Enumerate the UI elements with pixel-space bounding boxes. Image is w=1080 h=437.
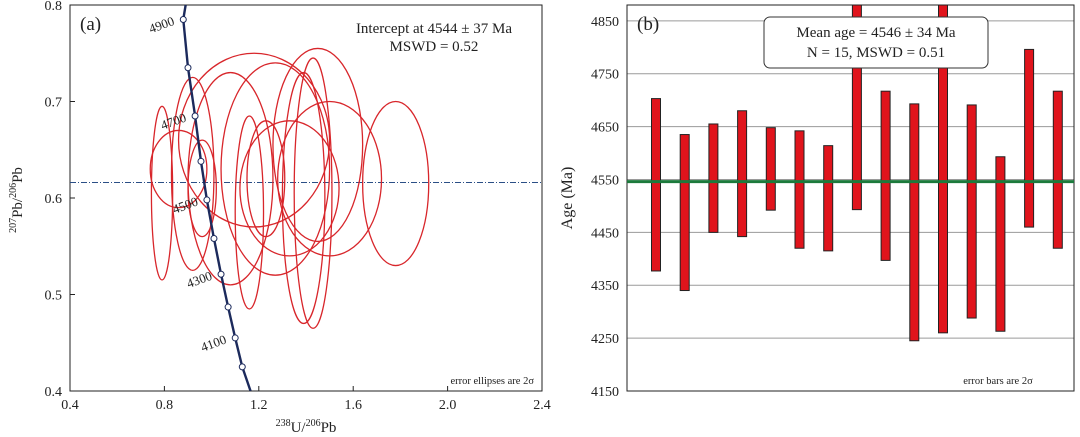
y-tick-label: 0.6 <box>45 192 63 207</box>
y-tick-label: 4650 <box>591 121 619 136</box>
y-tick-label: 4350 <box>591 279 619 294</box>
ellipses-group <box>149 47 430 329</box>
x-tick-label: 1.2 <box>250 398 268 413</box>
x-tick-label: 0.4 <box>61 398 79 413</box>
mean-age-annotation: Mean age = 4546 ± 34 Ma <box>796 25 955 41</box>
x-tick-label: 2.0 <box>439 398 457 413</box>
y-tick-label: 0.4 <box>45 385 63 400</box>
age-error-bar <box>765 127 776 211</box>
x-tick-label: 1.6 <box>344 398 362 413</box>
error-ellipse <box>177 52 331 228</box>
concordia-age-label: 4100 <box>199 332 229 355</box>
plot-area-a <box>69 4 543 392</box>
panel-a: 0.4 0.8 1.2 1.6 2.0 2.40.40.50.60.70.8 490047… <box>8 0 551 436</box>
y-tick-label: 4250 <box>591 332 619 347</box>
concordia-node <box>224 303 232 311</box>
error-note-b: error bars are 2σ <box>963 376 1033 387</box>
y-tick-label: 0.5 <box>45 289 63 304</box>
error-ellipse <box>220 62 331 276</box>
x-axis-label-a: 238U/206Pb <box>276 418 337 436</box>
panel-b: 4150 4250 4350 4450 4550 4650 4750 4850 (b) Mea… <box>559 4 1075 400</box>
error-ellipse <box>239 120 340 257</box>
y-tick-label: 0.8 <box>45 0 63 14</box>
n-mswd-annotation: N = 15, MSWD = 0.51 <box>807 45 945 61</box>
age-error-bar <box>1024 48 1035 228</box>
concordia-node <box>231 334 239 342</box>
y-axis-label-a: 207Pb/206Pb <box>8 167 26 233</box>
error-ellipse <box>361 100 430 267</box>
age-error-bar <box>909 103 920 342</box>
error-ellipse <box>170 76 215 272</box>
age-error-bar <box>880 90 891 261</box>
mswd-annotation: MSWD = 0.52 <box>390 39 479 55</box>
concordia-node <box>217 270 225 278</box>
age-error-bar <box>708 123 719 233</box>
concordia-curve <box>182 5 252 391</box>
age-error-bar <box>794 130 805 249</box>
age-error-bar <box>1052 90 1063 249</box>
error-ellipse <box>187 71 274 286</box>
concordia-node <box>210 235 218 243</box>
age-error-bar <box>966 104 977 319</box>
axis-ticks-a: 0.4 0.8 1.2 1.6 2.0 2.4 0.4 0.5 0.6 0.7 0.8 <box>45 0 551 413</box>
y-tick-label: 0.7 <box>45 96 63 111</box>
concordia-age-label: 4500 <box>170 194 200 217</box>
error-ellipse <box>150 105 174 281</box>
axis-ticks-b: 4150 4250 4350 4450 4550 4650 4750 4850 <box>591 15 619 400</box>
panel-label-b: (b) <box>637 14 659 35</box>
y-tick-label: 4150 <box>591 385 619 400</box>
error-ellipse <box>246 120 286 238</box>
age-error-bar <box>737 110 748 238</box>
concordia-node <box>191 112 199 120</box>
panel-label-a: (a) <box>80 14 101 35</box>
error-ellipse <box>281 71 326 325</box>
concordia-age-label: 4300 <box>185 268 215 291</box>
error-ellipse <box>234 115 265 310</box>
concordia-node <box>179 15 187 23</box>
age-error-bar <box>851 5 862 211</box>
error-note-a: error ellipses are 2σ <box>451 376 535 387</box>
concordia-node <box>184 64 192 72</box>
plot-area-b <box>626 4 1075 392</box>
age-error-bar <box>651 98 661 272</box>
concordia-node <box>203 196 211 204</box>
age-error-bar <box>679 134 690 292</box>
y-axis-label-b: Age (Ma) <box>559 167 576 230</box>
age-error-bar <box>938 5 948 334</box>
concordia-node <box>197 157 205 165</box>
y-tick-label: 4750 <box>591 68 619 83</box>
age-error-bar <box>823 145 834 252</box>
bars-group <box>651 5 1063 342</box>
intercept-annotation: Intercept at 4544 ± 37 Ma <box>356 21 512 37</box>
x-tick-label: 0.8 <box>156 398 174 413</box>
x-tick-label: 2.4 <box>533 398 551 413</box>
y-tick-label: 4550 <box>591 173 619 188</box>
age-error-bar <box>995 156 1006 332</box>
error-ellipse <box>293 57 333 329</box>
error-ellipse <box>277 100 383 257</box>
concordia-age-label: 4900 <box>147 13 177 36</box>
y-tick-label: 4850 <box>591 15 619 30</box>
error-ellipse <box>272 47 364 243</box>
concordia-node <box>238 363 246 371</box>
annotation-box-b <box>763 16 989 69</box>
y-tick-label: 4450 <box>591 226 619 241</box>
